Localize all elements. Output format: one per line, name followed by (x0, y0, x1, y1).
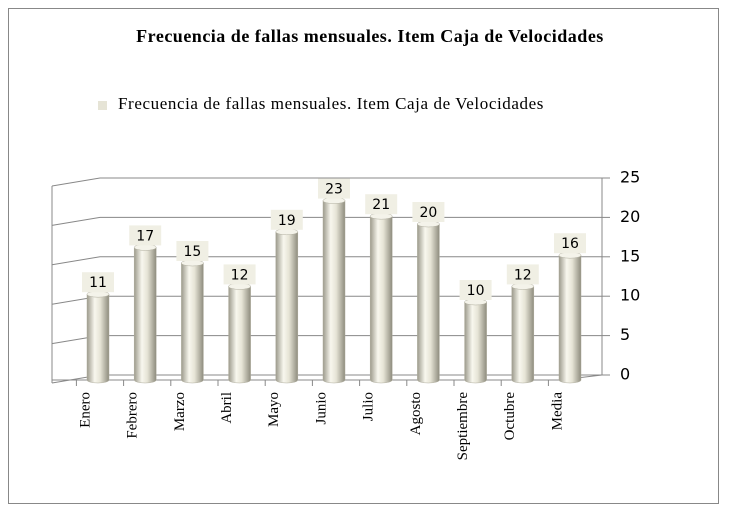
value-label: 19 (278, 213, 296, 229)
value-label: 16 (561, 236, 579, 252)
x-tick-label: Septiembre (455, 392, 471, 461)
y-tick-label: 0 (620, 365, 630, 384)
bar-group (369, 212, 393, 384)
x-tick-label: Mayo (266, 392, 282, 427)
bar (369, 215, 393, 384)
x-tick-label: Febrero (125, 392, 141, 439)
bar-group (86, 290, 110, 384)
value-label: 10 (467, 283, 485, 299)
y-tick-label: 5 (620, 325, 630, 344)
value-label-box (318, 178, 350, 199)
bar (558, 254, 582, 384)
bar (181, 262, 204, 384)
bar (228, 286, 251, 384)
bar-group (511, 283, 535, 384)
value-label: 20 (419, 205, 437, 221)
bar-group (417, 220, 440, 384)
value-label-box (554, 233, 586, 254)
bar (275, 231, 299, 384)
value-label: 12 (231, 267, 249, 283)
x-tick-label: Julio (361, 392, 377, 421)
y-tick-label: 15 (620, 246, 640, 265)
bar-group (275, 228, 299, 384)
value-label: 17 (136, 228, 154, 244)
bar (511, 286, 535, 384)
bar-group (181, 259, 204, 384)
y-tick-label: 10 (620, 286, 640, 305)
value-label: 21 (372, 197, 390, 213)
value-label-box (365, 194, 398, 215)
x-tick-label: Enero (77, 392, 93, 428)
chart-title: Frecuencia de fallas mensuales. Item Caj… (136, 26, 604, 46)
value-label-box (270, 209, 303, 230)
legend-key (98, 101, 107, 110)
bar-group (322, 197, 346, 384)
value-label-box (223, 264, 256, 285)
bar (133, 247, 157, 384)
bar-group (464, 298, 487, 384)
bar (417, 223, 440, 384)
value-label: 12 (514, 267, 532, 283)
x-tick-label: Media (549, 392, 565, 431)
bar (322, 200, 346, 384)
x-tick-label: Marzo (172, 392, 188, 431)
x-tick-label: Abril (219, 392, 235, 424)
value-label-box (82, 272, 114, 293)
y-tick-label: 20 (620, 207, 640, 226)
y-tick-label: 25 (620, 168, 640, 187)
x-tick-label: Junio (313, 392, 329, 425)
value-label-box (176, 241, 209, 261)
value-label-box (129, 225, 162, 246)
bar (86, 293, 110, 384)
value-label-box (412, 202, 445, 222)
bar-group (228, 283, 251, 384)
value-label: 15 (183, 244, 201, 260)
value-label-box (459, 280, 492, 300)
value-label: 11 (89, 275, 107, 291)
value-label: 23 (325, 182, 343, 198)
value-label-box (506, 264, 539, 285)
x-tick-label: Agosto (408, 392, 424, 435)
bar-group (133, 244, 157, 384)
grid-line (51, 177, 602, 187)
bar (464, 301, 487, 384)
legend-label: Frecuencia de fallas mensuales. Item Caj… (118, 94, 545, 113)
bar-group (558, 251, 582, 384)
chart-frame (8, 8, 719, 504)
x-tick-label: Octubre (502, 392, 518, 441)
legend: Frecuencia de fallas mensuales. Item Caj… (98, 92, 672, 116)
